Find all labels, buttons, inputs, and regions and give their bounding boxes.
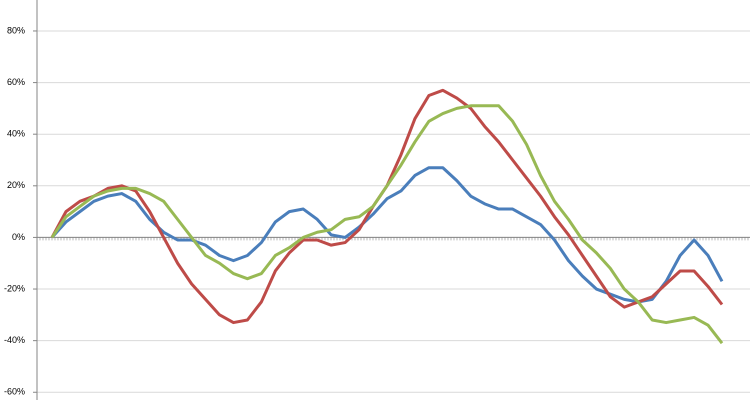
y-tick-label: 0%: [12, 232, 25, 242]
y-tick-label: 20%: [7, 180, 25, 190]
y-tick-label: -40%: [4, 335, 25, 345]
y-tick-label: -60%: [4, 387, 25, 397]
y-tick-label: 60%: [7, 77, 25, 87]
line-series: [50, 88, 724, 325]
y-tick-label: 40%: [7, 129, 25, 139]
y-tick-label: -20%: [4, 283, 25, 293]
line-series: [50, 104, 724, 345]
y-tick-label: 80%: [7, 25, 25, 35]
